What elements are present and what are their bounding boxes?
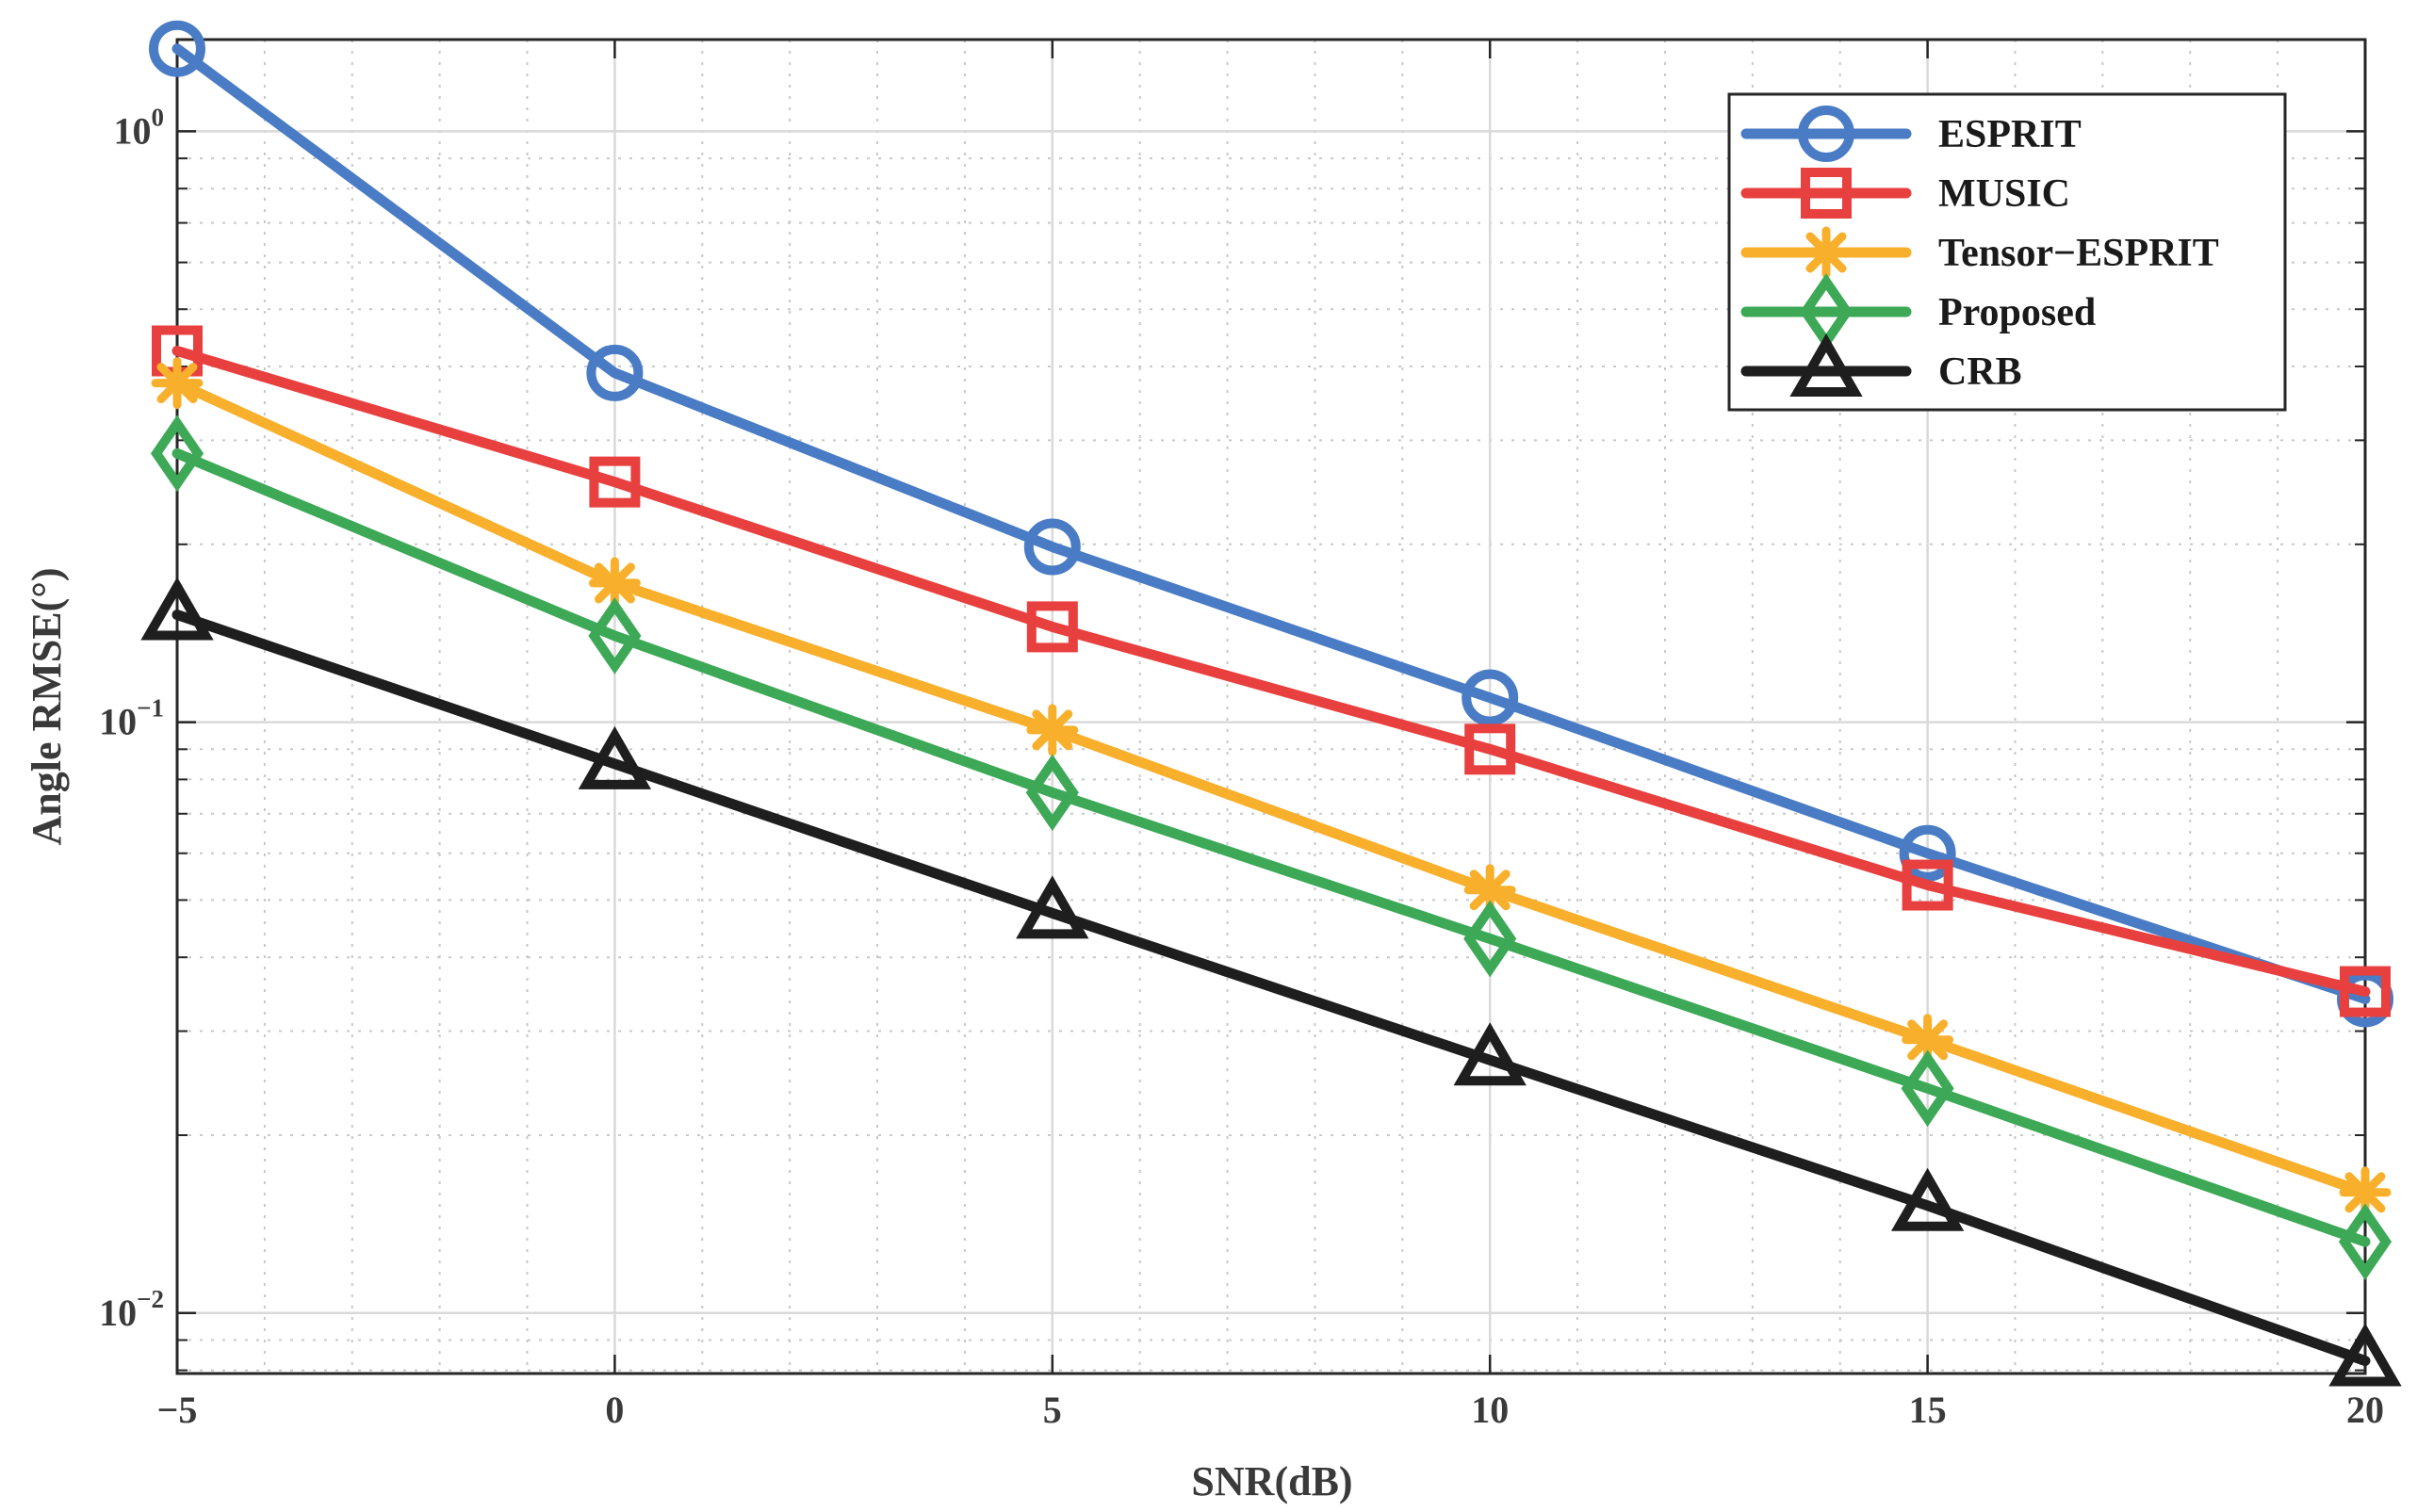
data-point-marker (1463, 900, 1517, 978)
data-point-marker (1899, 824, 1956, 882)
legend-label: ESPRIT (1938, 113, 2082, 156)
data-point-marker (150, 415, 204, 493)
data-point-marker (2328, 1323, 2402, 1387)
data-point-marker (2338, 1203, 2393, 1280)
axis-labels: SNR(dB) Angle RMSE(°) (24, 567, 1353, 1504)
plot-frame (175, 38, 2367, 1375)
data-point-marker (1016, 875, 1089, 939)
data-point-marker (2339, 1166, 2392, 1219)
data-point-marker (2340, 966, 2391, 1017)
legend-label: MUSIC (1938, 172, 2070, 216)
data-point-marker (589, 456, 641, 508)
y-tick-label: 10−1 (99, 694, 164, 743)
asterisk-stroke (1805, 232, 1847, 273)
series-4 (140, 577, 2402, 1387)
x-tick-label: 10 (1471, 1389, 1509, 1431)
legend-item: Tensor−ESPRIT (1740, 226, 2219, 279)
series-2 (151, 357, 2392, 1219)
legend-label: CRB (1938, 350, 2022, 394)
asterisk-stroke (594, 562, 635, 604)
asterisk-stroke (156, 363, 198, 404)
data-point-marker (1023, 518, 1081, 576)
x-tick-label: 20 (2346, 1389, 2384, 1431)
data-point-marker (1463, 864, 1516, 917)
asterisk-stroke (1032, 709, 1073, 751)
x-tick-label: 15 (1909, 1389, 1947, 1431)
x-tick-label: 0 (605, 1389, 624, 1431)
legend-item: MUSIC (1740, 168, 2070, 219)
data-point-marker (140, 577, 214, 641)
asterisk-stroke (1907, 1019, 1949, 1061)
data-point-marker (578, 725, 652, 789)
legend: ESPRIT MUSIC Tensor−ESPRIT Proposed CRB (1727, 92, 2287, 412)
data-point-marker (1890, 1167, 1965, 1231)
data-point-marker (588, 597, 642, 675)
asterisk-stroke (2344, 1172, 2386, 1213)
series-area (140, 20, 2402, 1387)
legend-label: Proposed (1938, 291, 2096, 334)
data-point-marker (149, 20, 205, 77)
series-line (171, 610, 2371, 1367)
axes: −5 0 5 10 15 20 100 10−1 10−2 (99, 38, 2384, 1431)
data-point-marker (1453, 1022, 1527, 1086)
data-point-marker (1026, 704, 1079, 756)
data-point-marker (1902, 859, 1953, 911)
legend-item: ESPRIT (1740, 106, 2082, 162)
y-tick-label: 100 (114, 103, 165, 152)
data-point-marker (1464, 723, 1516, 775)
legend-marker (1798, 106, 1854, 162)
asterisk-stroke (1469, 870, 1511, 911)
x-axis-label: SNR(dB) (1191, 1458, 1352, 1504)
series-line (171, 378, 2371, 1198)
y-tick-label: 10−2 (99, 1285, 164, 1334)
legend-label: Tensor−ESPRIT (1938, 232, 2219, 275)
series-line (171, 345, 2371, 998)
series-line (171, 43, 2371, 1004)
data-point-marker (1462, 669, 1519, 726)
data-point-marker (1025, 754, 1079, 832)
legend-marker (1800, 226, 1853, 279)
x-tick-label: 5 (1043, 1389, 1062, 1431)
data-point-marker (1026, 601, 1078, 653)
series-3 (150, 415, 2393, 1280)
data-point-marker (586, 344, 644, 401)
series-line (171, 447, 2371, 1247)
x-tick-label: −5 (157, 1389, 198, 1431)
data-point-marker (1901, 1049, 1954, 1128)
legend-item: CRB (1740, 333, 2022, 397)
legend-marker (1789, 333, 1863, 397)
series-0 (149, 20, 2393, 1028)
legend-marker (1801, 168, 1852, 219)
data-point-marker (151, 357, 204, 410)
y-axis-label: Angle RMSE(°) (24, 567, 70, 845)
